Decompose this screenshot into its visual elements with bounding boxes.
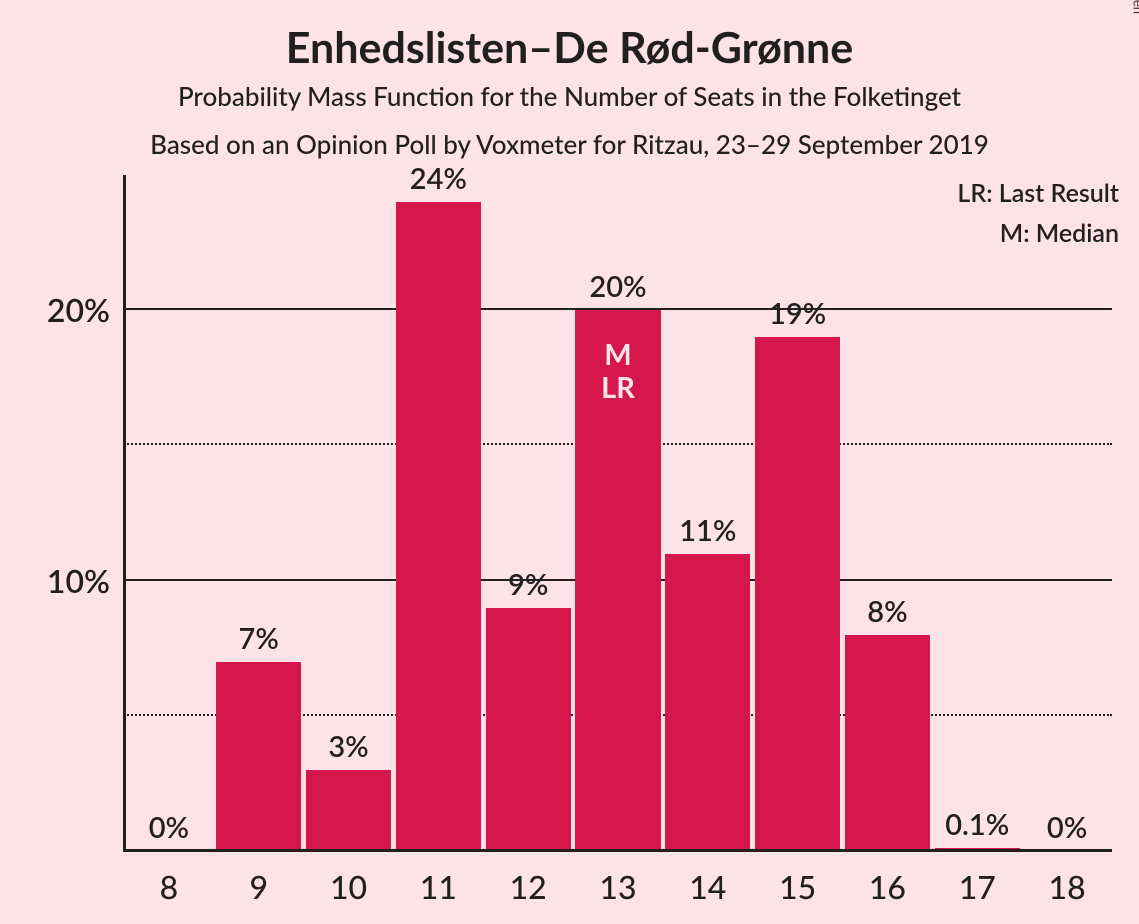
x-tick-label: 12 — [483, 867, 573, 906]
x-tick-label: 18 — [1022, 867, 1112, 906]
y-axis — [123, 175, 126, 851]
y-tick-label: 10% — [0, 561, 110, 600]
bar — [396, 202, 481, 851]
x-axis — [123, 849, 1112, 852]
bar-value-label: 19% — [745, 296, 850, 331]
median-lr-marker: MLR — [575, 338, 660, 405]
copyright-text: © 2020 Filip van Laenen — [1131, 0, 1139, 14]
x-tick-label: 10 — [304, 867, 394, 906]
bar — [486, 608, 571, 851]
bar — [755, 337, 840, 851]
chart-title: Enhedslisten–De Rød-Grønne — [0, 22, 1139, 73]
bar — [216, 662, 301, 851]
bar-value-label: 7% — [206, 621, 311, 656]
bar-value-label: 8% — [835, 594, 940, 629]
bar-value-label: 24% — [386, 161, 491, 196]
chart-subtitle-2: Based on an Opinion Poll by Voxmeter for… — [0, 128, 1139, 160]
x-tick-label: 11 — [393, 867, 483, 906]
x-tick-label: 8 — [124, 867, 214, 906]
bar-value-label: 0% — [1014, 810, 1119, 845]
chart-page: © 2020 Filip van Laenen Enhedslisten–De … — [0, 0, 1139, 924]
y-tick-label: 20% — [0, 290, 110, 329]
bar — [845, 635, 930, 851]
bar-value-label: 0% — [116, 810, 221, 845]
x-tick-label: 16 — [843, 867, 933, 906]
lr-marker-text: LR — [575, 371, 660, 404]
bar-value-label: 11% — [655, 513, 760, 548]
x-tick-label: 17 — [932, 867, 1022, 906]
bar-value-label: 20% — [565, 269, 670, 304]
bar — [665, 554, 750, 851]
x-tick-label: 9 — [214, 867, 304, 906]
bar: MLR — [575, 310, 660, 851]
x-tick-label: 15 — [753, 867, 843, 906]
bar-value-label: 9% — [476, 567, 581, 602]
x-tick-label: 14 — [663, 867, 753, 906]
bar — [306, 770, 391, 851]
chart-subtitle-1: Probability Mass Function for the Number… — [0, 80, 1139, 112]
bar-chart: 10%20%0%87%93%1024%119%12MLR20%1311%1419… — [124, 175, 1112, 851]
median-marker-text: M — [575, 338, 660, 371]
x-tick-label: 13 — [573, 867, 663, 906]
bar-value-label: 3% — [296, 729, 401, 764]
